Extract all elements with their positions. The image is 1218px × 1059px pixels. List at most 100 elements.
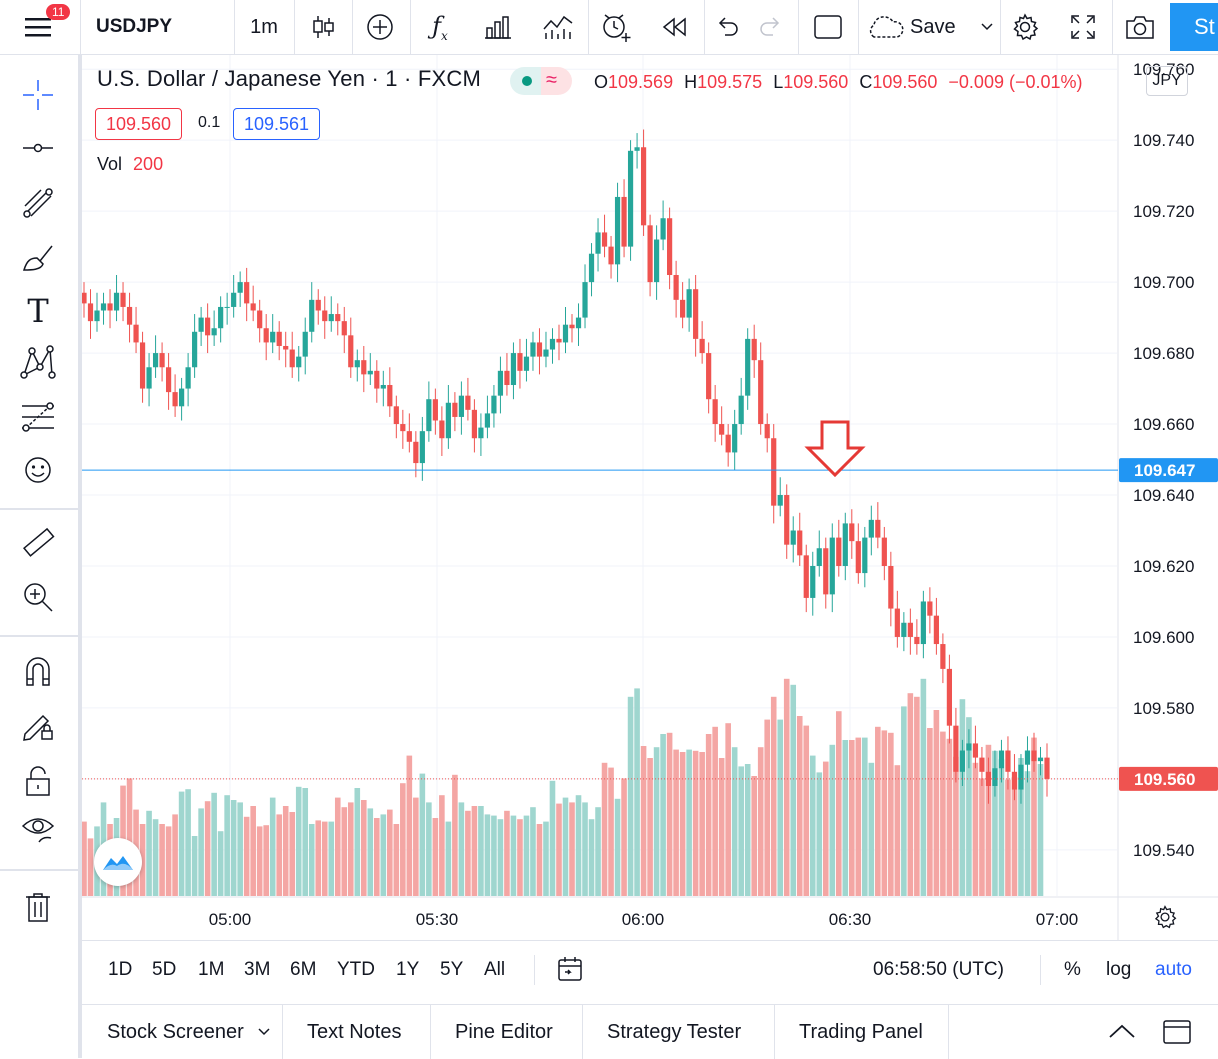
crosshair-icon[interactable] — [18, 75, 58, 115]
fullscreen-icon[interactable] — [1058, 0, 1108, 54]
candle-body — [660, 218, 666, 240]
sell-price-box[interactable]: 109.560 — [95, 108, 183, 140]
go-to-date-icon[interactable] — [556, 955, 584, 988]
axis-settings-gear-icon[interactable] — [1152, 904, 1178, 935]
candle-body — [627, 150, 634, 247]
indicators-icon[interactable]: ƒx — [412, 0, 468, 54]
volume-bar — [731, 747, 738, 896]
candle-body — [179, 388, 185, 407]
range-1y[interactable]: 1Y — [396, 959, 420, 980]
brush-icon[interactable] — [18, 237, 58, 277]
candle-body — [341, 321, 347, 336]
chevron-down-icon[interactable] — [980, 22, 994, 32]
range-3m[interactable]: 3M — [244, 959, 271, 980]
tab-stock-screener[interactable]: Stock Screener — [107, 1005, 270, 1059]
templates-icon[interactable] — [530, 0, 586, 54]
log-toggle[interactable]: log — [1106, 959, 1132, 980]
tab-pine-editor[interactable]: Pine Editor — [455, 1020, 553, 1043]
market-status-pill[interactable]: ≈ — [510, 67, 572, 95]
trend-line-icon[interactable] — [18, 128, 58, 168]
prediction-icon[interactable] — [18, 397, 58, 437]
range-1m[interactable]: 1M — [198, 959, 225, 980]
auto-toggle[interactable]: auto — [1155, 959, 1192, 980]
volume-bar — [692, 750, 699, 896]
settings-gear-icon[interactable] — [1000, 0, 1050, 54]
volume-bar — [295, 786, 302, 896]
maximize-panel-icon[interactable] — [1162, 1019, 1192, 1050]
volume-bar — [484, 814, 491, 896]
ruler-icon[interactable] — [18, 523, 58, 563]
candle-body — [725, 434, 731, 453]
redo-icon[interactable] — [750, 0, 790, 54]
candle-body — [439, 420, 445, 439]
interval-button[interactable]: 1m — [250, 15, 278, 38]
candles-icon[interactable] — [296, 0, 350, 54]
tab-text-notes[interactable]: Text Notes — [307, 1020, 402, 1043]
range-5d[interactable]: 5D — [152, 959, 177, 980]
fib-retracement-icon[interactable] — [18, 183, 58, 223]
currency-label[interactable]: JPY — [1146, 66, 1188, 96]
candle-body — [673, 275, 679, 300]
financials-icon[interactable] — [470, 0, 526, 54]
volume-bar — [347, 802, 354, 896]
volume-bar — [139, 824, 146, 896]
candle-body — [601, 232, 608, 247]
emoji-icon[interactable] — [18, 450, 58, 490]
utc-clock[interactable]: 06:58:50 (UTC) — [873, 959, 1004, 980]
tradingview-logo[interactable] — [94, 838, 142, 886]
volume-bar — [413, 797, 419, 896]
volume-bar — [159, 824, 165, 896]
volume-bar — [1024, 771, 1031, 896]
camera-icon[interactable] — [1114, 0, 1166, 54]
layout-icon[interactable] — [800, 0, 856, 54]
volume-bar — [718, 758, 725, 896]
compare-add-icon[interactable] — [352, 0, 408, 54]
menu-icon[interactable] — [18, 0, 58, 54]
candle-body — [823, 548, 829, 595]
replay-icon[interactable] — [648, 0, 702, 54]
zoom-in-icon[interactable] — [18, 577, 58, 617]
range-all[interactable]: All — [484, 959, 506, 980]
eye-icon[interactable] — [18, 809, 58, 849]
alert-icon[interactable] — [588, 0, 644, 54]
volume-bar — [380, 814, 387, 896]
chevron-up-icon[interactable] — [1108, 1023, 1136, 1044]
magnet-icon[interactable] — [18, 651, 58, 691]
buy-price-box[interactable]: 109.561 — [233, 108, 321, 140]
range-ytd[interactable]: YTD — [337, 959, 375, 980]
candle-body — [159, 353, 165, 368]
symbol-search-button[interactable]: USDJPY — [96, 16, 173, 37]
price-tick-label: 109.540 — [1133, 841, 1194, 860]
text-tool-icon[interactable]: T — [27, 292, 49, 330]
price-tick-label: 109.700 — [1133, 273, 1194, 292]
candle-body — [165, 367, 172, 393]
lock-drawing-pencil-icon[interactable] — [18, 705, 58, 745]
trash-icon[interactable] — [18, 887, 58, 927]
candle-body — [738, 395, 744, 425]
lock-icon[interactable] — [18, 761, 58, 801]
down-arrow-annotation — [804, 420, 866, 478]
wave-icon: ≈ — [546, 69, 557, 91]
undo-icon[interactable] — [706, 0, 750, 54]
volume-bar — [289, 812, 296, 896]
start-trial-button[interactable]: St — [1170, 3, 1218, 51]
chart-pane[interactable]: 109.760 109.740 109.720 109.700 109.680 109.6… — [82, 55, 1218, 940]
bottom-panel-tabs: Stock Screener Text Notes Pine Editor St… — [82, 1004, 1218, 1059]
candle-body — [667, 218, 673, 276]
percent-toggle[interactable]: % — [1064, 959, 1081, 980]
price-chart[interactable]: 109.760 109.740 109.720 109.700 109.680 109.6… — [82, 55, 1218, 940]
range-5y[interactable]: 5Y — [440, 959, 464, 980]
volume-bar — [308, 824, 315, 896]
volume-bar — [764, 719, 771, 896]
volume-bar — [250, 806, 256, 896]
tab-trading-panel[interactable]: Trading Panel — [799, 1020, 923, 1043]
chevron-down-icon[interactable] — [258, 1028, 270, 1036]
range-1d[interactable]: 1D — [108, 959, 133, 980]
save-button[interactable]: Save — [866, 0, 996, 54]
tab-strategy-tester[interactable]: Strategy Tester — [607, 1020, 742, 1043]
candle-body — [966, 743, 972, 751]
range-6m[interactable]: 6M — [290, 959, 317, 980]
patterns-icon[interactable] — [18, 343, 58, 383]
symbol-legend-title[interactable]: U.S. Dollar / Japanese Yen · 1 · FXCM — [97, 66, 482, 91]
candle-body — [1024, 750, 1031, 765]
